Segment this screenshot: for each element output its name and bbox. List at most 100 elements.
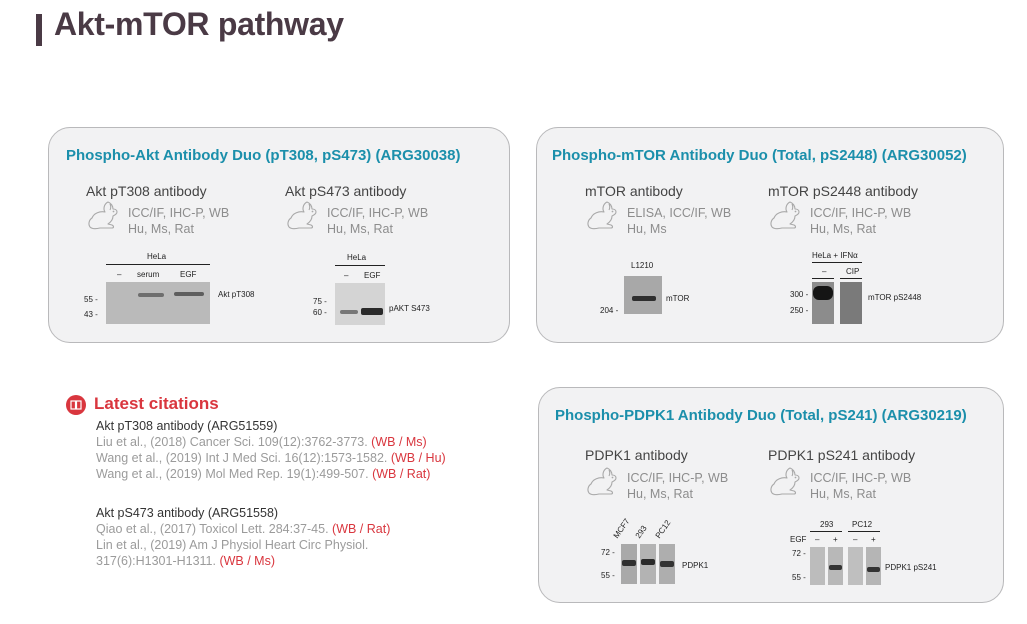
citation-tag: (WB / Ms) [219,554,276,568]
mw-marker: 250 - [790,306,809,315]
citations-heading: Latest citations [94,394,219,413]
akt-ps473-name[interactable]: Akt pS473 antibody [285,183,407,199]
blot-band [829,565,842,570]
group-label: 293 [820,520,834,529]
species-text: Hu, Ms [627,222,667,236]
group-rule [810,531,842,532]
lane-label: – [822,267,827,276]
apps-text: ICC/IF, IHC-P, WB [327,206,429,220]
citation-ref[interactable]: Qiao et al., (2017) Toxicol Lett. 284:37… [96,521,390,537]
citation-tag: (WB / Rat) [332,522,391,536]
target-label: PDPK1 [682,561,709,570]
blot-image [866,547,881,585]
citation-group: Akt pS473 antibody (ARG51558) Qiao et al… [96,505,390,569]
sign-label: + [871,535,876,544]
mw-marker: 204 - [600,306,619,315]
sign-label: – [815,535,820,544]
citation-ref[interactable]: Lin et al., (2019) Am J Physiol Heart Ci… [96,537,390,553]
citation-text: Liu et al., (2018) Cancer Sci. 109(12):3… [96,435,372,449]
blot-image [621,544,637,584]
mw-marker: 72 - [601,548,615,557]
blot-band [632,296,656,301]
species-text: Hu, Ms, Rat [627,487,693,501]
mw-marker: 43 - [84,310,98,319]
pdpk1-total-apps: ICC/IF, IHC-P, WB Hu, Ms, Rat [627,470,728,502]
blot-band [340,310,358,314]
species-text: Hu, Ms, Rat [810,487,876,501]
cell-line-rule [106,264,210,265]
target-label: PDPK1 pS241 [885,563,937,572]
rabbit-icon [86,200,122,232]
apps-text: ICC/IF, IHC-P, WB [810,471,912,485]
blot-image [840,282,862,324]
group-label: PC12 [852,520,873,529]
pdpk1-ps241-name[interactable]: PDPK1 pS241 antibody [768,447,916,463]
citation-tag: (WB / Rat) [372,467,431,481]
blot-band [174,292,204,296]
blot-band [622,560,636,566]
blot-image [106,282,210,324]
mw-marker: 55 - [601,571,615,580]
rabbit-icon [768,200,804,232]
target-label: Akt pT308 [218,290,255,299]
citation-ref[interactable]: 317(6):H1301-H1311. (WB / Ms) [96,553,390,569]
citation-antibody[interactable]: Akt pT308 antibody (ARG51559) [96,419,278,433]
citation-group: Akt pT308 antibody (ARG51559) Liu et al.… [96,418,446,482]
citation-tag: (WB / Ms) [371,435,427,449]
blot-band [660,561,674,567]
lane-label: CIP [846,267,860,276]
lane-rule [812,278,834,279]
citation-ref[interactable]: Wang et al., (2019) Int J Med Sci. 16(12… [96,450,446,466]
akt-pt308-apps: ICC/IF, IHC-P, WB Hu, Ms, Rat [128,205,229,237]
blot-image [812,282,834,324]
blot-image [828,547,843,585]
citation-text: Lin et al., (2019) Am J Physiol Heart Ci… [96,538,369,552]
citation-text: Qiao et al., (2017) Toxicol Lett. 284:37… [96,522,333,536]
target-label: mTOR [666,294,690,303]
blot-band [867,567,880,572]
pdpk1-card-title[interactable]: Phospho-PDPK1 Antibody Duo (Total, pS241… [555,407,967,424]
lane-label: EGF [364,271,381,280]
mtor-ps2448-apps: ICC/IF, IHC-P, WB Hu, Ms, Rat [810,205,911,237]
citation-ref[interactable]: Liu et al., (2018) Cancer Sci. 109(12):3… [96,434,446,450]
lane-rule [840,278,862,279]
pdpk1-total-name[interactable]: PDPK1 antibody [585,447,688,463]
blot-band [361,308,383,315]
apps-text: ICC/IF, IHC-P, WB [810,206,912,220]
cell-line-label: HeLa [347,253,367,262]
rabbit-icon [768,466,804,498]
blot-band [138,293,164,297]
mw-marker: 55 - [792,573,806,582]
citation-text: Wang et al., (2019) Int J Med Sci. 16(12… [96,451,391,465]
citation-ref[interactable]: Wang et al., (2019) Mol Med Rep. 19(1):4… [96,466,446,482]
sign-label: – [853,535,858,544]
blot-image [640,544,656,584]
citation-antibody[interactable]: Akt pS473 antibody (ARG51558) [96,506,279,520]
akt-card-title[interactable]: Phospho-Akt Antibody Duo (pT308, pS473) … [66,147,461,164]
blot-image [659,544,675,584]
lane-label: EGF [180,270,197,279]
pdpk1-duo-card [538,387,1004,603]
citation-text: 317(6):H1301-H1311. [96,554,220,568]
lane-label: – [344,271,349,280]
mtor-ps2448-name[interactable]: mTOR pS2448 antibody [768,183,918,199]
book-icon [66,395,86,415]
mw-marker: 72 - [792,549,806,558]
rabbit-icon [585,200,621,232]
cell-line-rule [812,262,862,263]
mtor-card-title[interactable]: Phospho-mTOR Antibody Duo (Total, pS2448… [552,147,967,164]
blot-image [810,547,825,585]
rabbit-icon [285,200,321,232]
mtor-total-name[interactable]: mTOR antibody [585,183,683,199]
blot-image [335,283,385,325]
species-text: Hu, Ms, Rat [810,222,876,236]
cell-line-label: HeLa + IFNα [812,251,858,260]
pdpk1-ps241-apps: ICC/IF, IHC-P, WB Hu, Ms, Rat [810,470,911,502]
cell-line-rule [335,265,385,266]
blot-band [813,286,833,300]
treatment-label: EGF [790,535,807,544]
mtor-total-apps: ELISA, ICC/IF, WB Hu, Ms [627,205,731,237]
mw-marker: 55 - [84,295,98,304]
akt-pt308-name[interactable]: Akt pT308 antibody [86,183,207,199]
page-title: Akt-mTOR pathway [54,6,344,42]
